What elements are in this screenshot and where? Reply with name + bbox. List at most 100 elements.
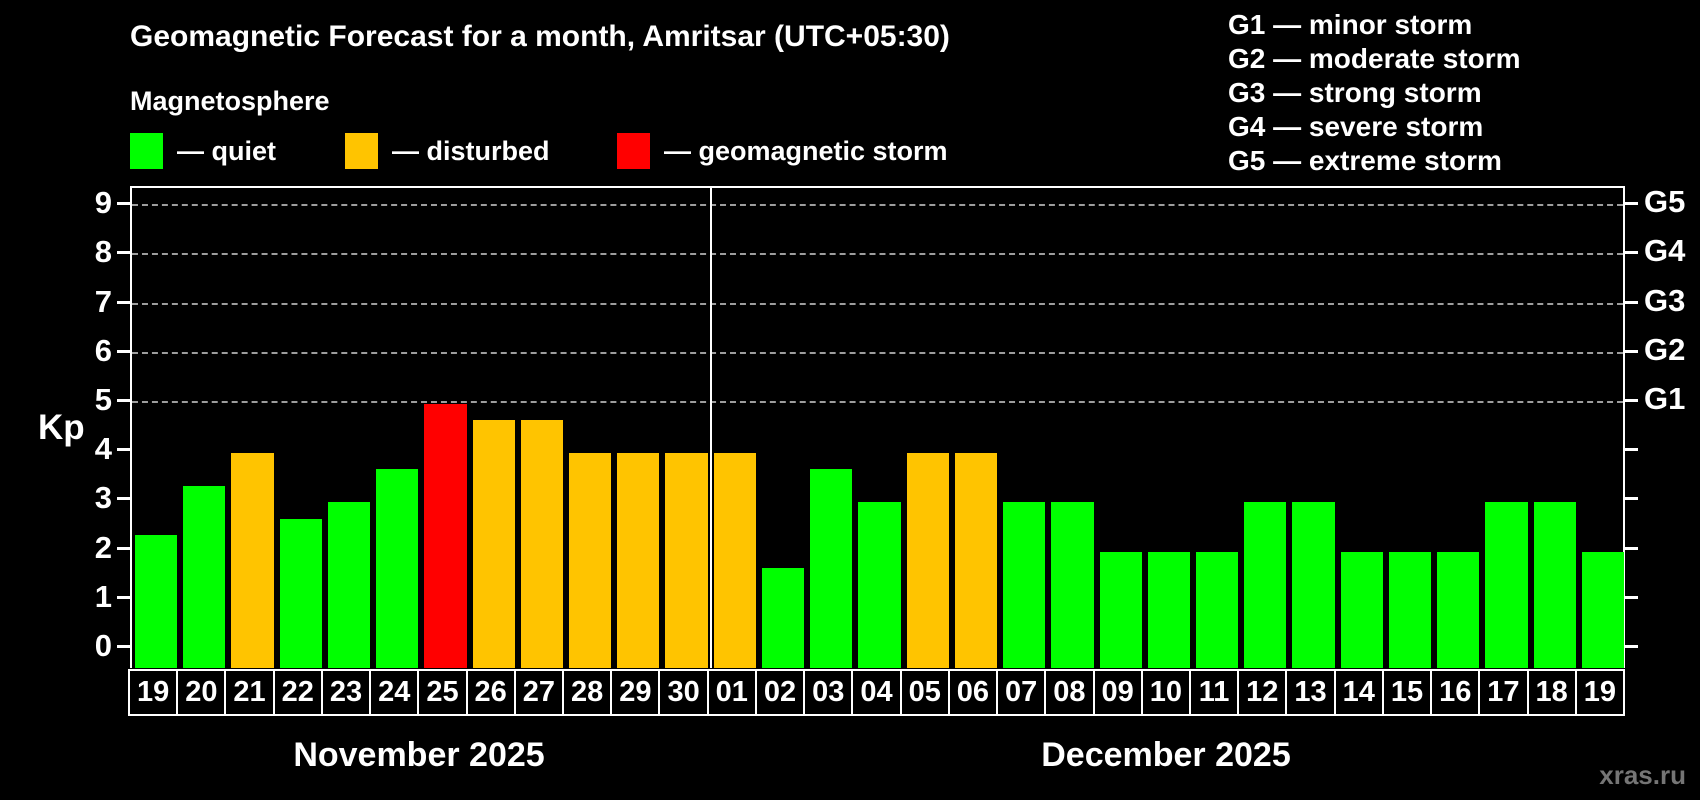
day-cell-nov-23: 23 (320, 669, 372, 716)
storm-color-swatch (617, 133, 650, 169)
day-label-row: 19 20 21 22 23 24 25 26 27 28 29 30 01 02 03 04 05 06 07 08… (128, 669, 1626, 716)
y-axis-tick-label-1: 1 (94, 578, 112, 614)
legend-item-quiet: — quiet (130, 133, 276, 169)
kp-bar-nov-30 (665, 453, 708, 668)
storm-scale-item-g5: G5 — extreme storm (1228, 145, 1502, 176)
kp-bar-dec-10 (1147, 551, 1190, 668)
gridline-kp7 (132, 302, 1623, 305)
kp-bar-nov-19 (135, 535, 178, 668)
day-cell-nov-27: 27 (513, 669, 565, 716)
y-axis-tick-6 (117, 349, 130, 353)
legend-item-disturbed: — disturbed (345, 133, 550, 169)
xras-watermark: xras.ru (1599, 760, 1686, 790)
y-axis-tick-label-0: 0 (94, 628, 112, 663)
kp-bar-nov-26 (472, 420, 515, 668)
day-cell-nov-26: 26 (465, 669, 516, 716)
day-cell-dec-08: 08 (1044, 669, 1095, 716)
y-axis-tick-5 (117, 399, 130, 402)
y-axis-tick-label-3: 3 (94, 480, 112, 516)
kp-bar-nov-27 (520, 420, 564, 668)
day-cell-dec-19: 19 (1574, 669, 1625, 716)
day-cell-dec-06: 06 (947, 669, 999, 716)
right-axis-tick-9 (1625, 202, 1638, 206)
y-axis-tick-1 (117, 595, 130, 599)
legend-item-storm: — geomagnetic storm (617, 133, 948, 169)
quiet-color-swatch (130, 133, 163, 169)
g-level-label-g5: G5 (1644, 184, 1686, 220)
day-cell-nov-30: 30 (658, 669, 709, 716)
kp-bar-nov-25 (424, 404, 467, 668)
day-cell-dec-09: 09 (1092, 669, 1143, 716)
storm-scale-item-g4: G4 — severe storm (1228, 111, 1484, 142)
kp-bar-nov-21 (231, 453, 274, 668)
y-axis-tick-3 (117, 497, 130, 501)
y-axis-tick-8 (117, 251, 130, 255)
y-axis-tick-label-8: 8 (94, 234, 112, 270)
kp-bar-dec-02 (761, 567, 805, 668)
gridline-kp8 (132, 253, 1623, 256)
day-cell-dec-14: 14 (1333, 669, 1384, 716)
y-axis-tick-label-6: 6 (94, 332, 112, 368)
day-cell-dec-04: 04 (851, 669, 902, 716)
y-axis-tick-label-9: 9 (94, 185, 112, 221)
kp-bar-dec-03 (810, 469, 853, 668)
month-label-december: December 2025 (1041, 736, 1291, 774)
right-axis-tick-2 (1625, 546, 1638, 550)
kp-bar-dec-09 (1099, 551, 1142, 668)
y-axis-tick-label-2: 2 (94, 529, 112, 565)
right-axis-tick-5 (1625, 399, 1638, 402)
day-cell-nov-25: 25 (417, 669, 468, 716)
plot-area (130, 186, 1625, 668)
gridline-kp5 (132, 401, 1623, 403)
legend-item-label: — geomagnetic storm (664, 135, 948, 166)
day-cell-dec-12: 12 (1237, 669, 1288, 716)
kp-bar-nov-23 (327, 502, 371, 668)
legend-item-label: — quiet (177, 135, 276, 166)
right-axis-tick-4 (1625, 448, 1638, 452)
g-level-label-g2: G2 (1644, 331, 1686, 367)
day-cell-dec-17: 17 (1478, 669, 1529, 716)
day-cell-dec-18: 18 (1526, 669, 1577, 716)
right-axis-tick-0 (1625, 645, 1638, 648)
kp-bar-dec-07 (1003, 502, 1046, 668)
day-cell-dec-03: 03 (803, 669, 854, 716)
kp-bar-dec-01 (713, 453, 756, 668)
right-axis-tick-3 (1625, 497, 1638, 501)
legend-item-label: — disturbed (392, 135, 550, 166)
storm-scale-item-g1: G1 — minor storm (1228, 9, 1473, 40)
day-cell-nov-21: 21 (224, 669, 275, 716)
y-axis-tick-7 (117, 300, 130, 304)
page-title: Geomagnetic Forecast for a month, Amrits… (130, 20, 950, 53)
y-axis-tick-label-7: 7 (94, 283, 112, 319)
kp-bar-dec-11 (1195, 551, 1239, 668)
right-axis-tick-8 (1625, 251, 1638, 255)
day-cell-nov-20: 20 (176, 669, 227, 716)
day-cell-dec-05: 05 (899, 669, 950, 716)
kp-bar-nov-28 (569, 453, 612, 668)
g-level-label-g3: G3 (1644, 282, 1686, 318)
kp-bar-dec-17 (1485, 502, 1528, 668)
day-cell-nov-28: 28 (562, 669, 613, 716)
gridline-kp6 (132, 351, 1623, 354)
kp-bar-dec-18 (1533, 502, 1576, 668)
day-cell-dec-15: 15 (1381, 669, 1433, 716)
day-cell-dec-16: 16 (1430, 669, 1481, 716)
kp-bar-dec-15 (1388, 551, 1432, 668)
y-axis-tick-2 (117, 546, 130, 550)
storm-scale-legend: G1 — minor storm G2 — moderate storm G3 … (1228, 8, 1521, 178)
storm-scale-item-g2: G2 — moderate storm (1228, 43, 1521, 74)
month-separator-line (709, 188, 712, 668)
day-cell-dec-11: 11 (1188, 669, 1240, 716)
y-axis-tick-0 (117, 645, 130, 648)
right-axis-tick-1 (1625, 595, 1638, 599)
day-cell-dec-07: 07 (996, 669, 1047, 716)
month-label-november: November 2025 (293, 736, 545, 774)
kp-bar-nov-20 (183, 486, 226, 668)
y-axis-tick-9 (117, 202, 130, 206)
kp-bar-dec-12 (1244, 502, 1287, 668)
day-cell-dec-02: 02 (754, 669, 806, 716)
g-level-label-g1: G1 (1644, 381, 1686, 416)
day-cell-nov-19: 19 (128, 669, 179, 716)
disturbed-color-swatch (345, 133, 378, 169)
